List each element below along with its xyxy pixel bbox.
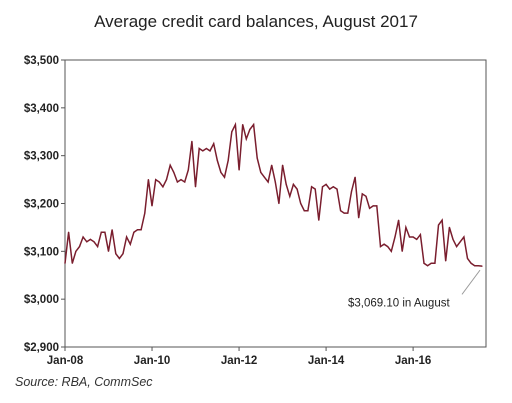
series-line	[64, 121, 483, 267]
y-tick-label: $3,400	[24, 103, 59, 115]
y-tick-label: $3,300	[24, 151, 59, 163]
annotation-leader-line	[461, 269, 481, 295]
y-tick-label: $3,200	[24, 199, 59, 211]
x-tick-label: Jan-16	[395, 355, 431, 367]
chart-title: Average credit card balances, August 201…	[94, 12, 418, 31]
x-tick-label: Jan-14	[308, 355, 345, 367]
y-tick-label: $3,500	[24, 55, 59, 67]
y-tick-label: $3,100	[24, 246, 59, 258]
annotation-label: $3,069.10 in August	[348, 297, 450, 309]
y-tick-label: $3,000	[24, 294, 59, 306]
x-tick-label: Jan-12	[221, 355, 257, 367]
x-axis: Jan-08 Jan-10 Jan-12 Jan-14 Jan-16	[47, 347, 431, 367]
x-tick-label: Jan-08	[47, 355, 84, 367]
source-note: Source: RBA, CommSec	[15, 375, 153, 389]
x-tick-label: Jan-10	[134, 355, 170, 367]
series-points	[64, 124, 483, 267]
y-tick-label: $2,900	[24, 342, 59, 354]
y-axis: $2,900 $3,000 $3,100 $3,200 $3,300 $3,400 $3,5…	[24, 55, 65, 354]
